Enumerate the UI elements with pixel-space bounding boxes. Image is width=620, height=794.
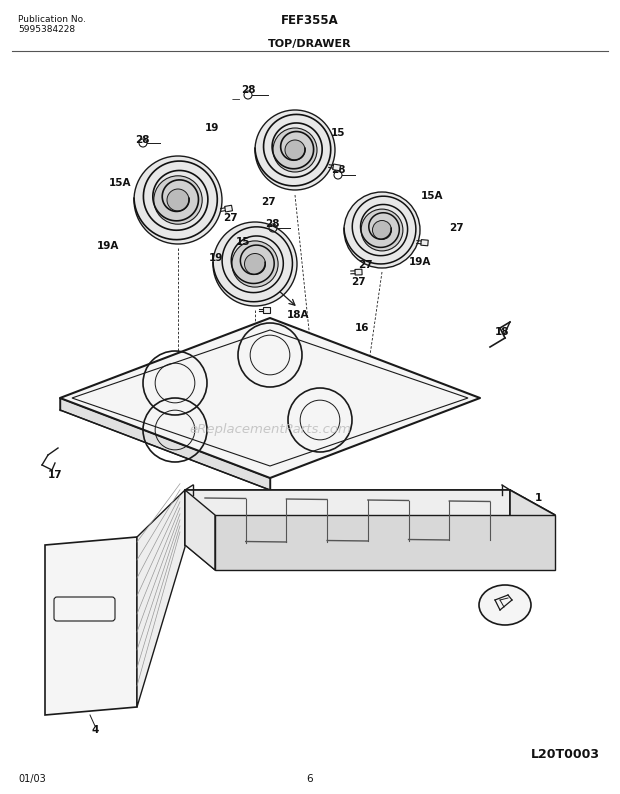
Text: L20T0003: L20T0003 [531,749,600,761]
Text: 19A: 19A [97,241,119,251]
Text: 2: 2 [192,493,198,503]
Polygon shape [185,545,555,570]
Polygon shape [263,307,270,313]
Text: 6: 6 [307,774,313,784]
Circle shape [232,241,278,287]
Text: 01/03: 01/03 [18,774,46,784]
Text: 27: 27 [223,213,237,223]
Text: 5995384228: 5995384228 [18,25,75,34]
Circle shape [213,222,297,306]
Text: 18: 18 [495,327,509,337]
Ellipse shape [479,585,531,625]
Text: FEF355A: FEF355A [281,13,339,26]
Polygon shape [137,490,185,707]
Text: 15A: 15A [421,191,443,201]
Text: 15A: 15A [108,178,131,188]
Text: eReplacementParts.com: eReplacementParts.com [189,423,351,437]
Circle shape [167,189,189,211]
Polygon shape [355,269,362,275]
Polygon shape [215,515,555,570]
Polygon shape [45,537,137,715]
Text: 19A: 19A [409,257,431,267]
Polygon shape [510,490,555,570]
Polygon shape [185,490,215,570]
Text: TOP/DRAWER: TOP/DRAWER [268,39,352,49]
Text: 18A: 18A [286,310,309,320]
Circle shape [361,209,403,251]
Text: 27: 27 [260,197,275,207]
Text: 17: 17 [48,470,63,480]
Text: 28: 28 [241,85,255,95]
Circle shape [154,175,202,224]
Polygon shape [60,318,480,478]
Text: 27: 27 [351,277,365,287]
Circle shape [344,192,420,268]
Circle shape [373,221,391,240]
Circle shape [285,140,305,160]
Circle shape [273,128,317,172]
Text: 16: 16 [355,323,370,333]
Text: —: — [232,95,240,105]
Text: 28: 28 [135,135,149,145]
Polygon shape [60,398,270,490]
Circle shape [244,253,265,275]
Circle shape [255,110,335,190]
Text: 28: 28 [265,219,279,229]
Text: 7: 7 [502,602,508,612]
Polygon shape [421,240,428,246]
Text: Publication No.: Publication No. [18,16,86,25]
Text: 15: 15 [236,237,250,247]
Text: 15: 15 [330,128,345,138]
Polygon shape [185,490,555,515]
Text: 27: 27 [449,223,463,233]
Text: 1: 1 [534,493,542,503]
Text: 27: 27 [358,260,373,270]
Polygon shape [332,164,340,171]
Text: 28: 28 [330,165,345,175]
Text: 19: 19 [209,253,223,263]
Text: 4: 4 [91,725,99,735]
Text: 19: 19 [205,123,219,133]
Polygon shape [185,490,510,545]
Circle shape [134,156,222,244]
Polygon shape [224,205,232,212]
